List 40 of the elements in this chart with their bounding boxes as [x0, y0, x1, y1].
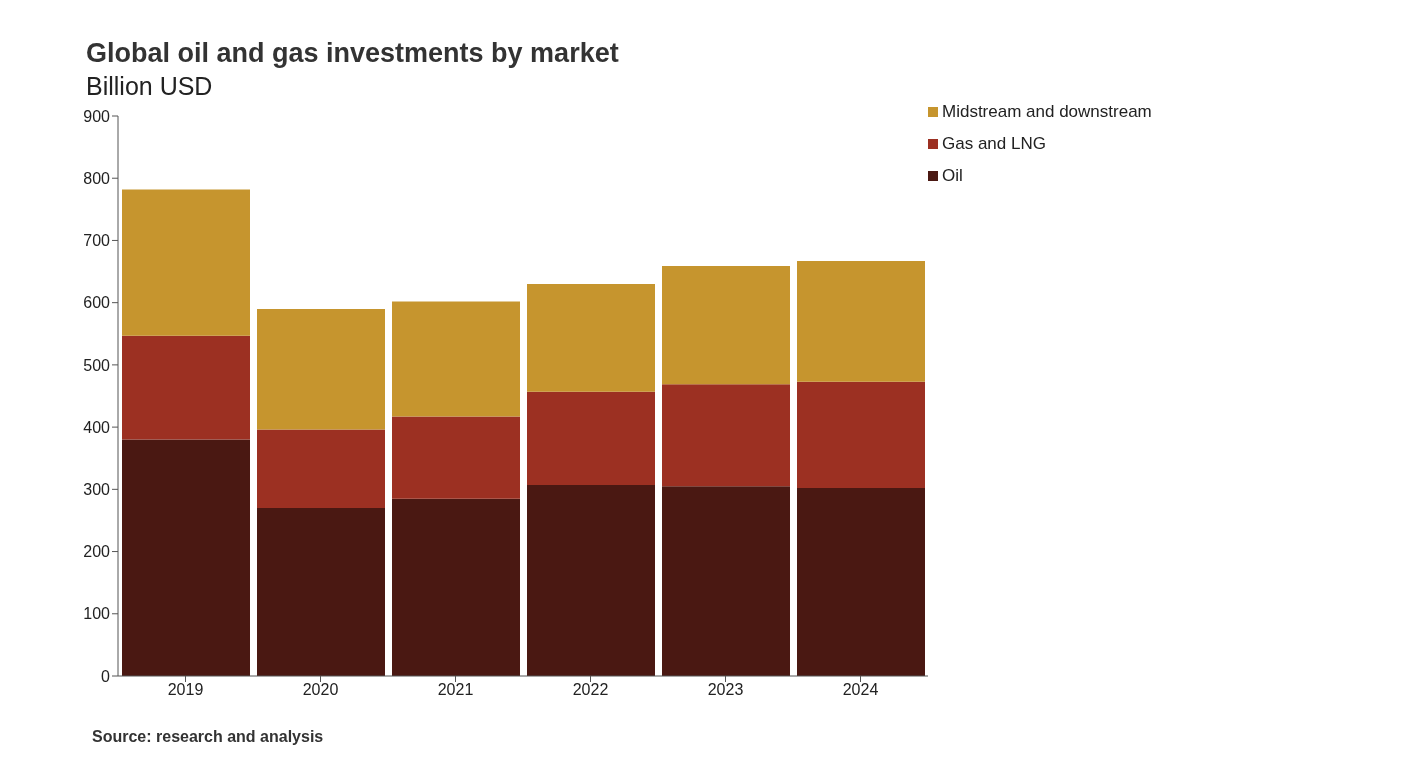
x-tick-label: 2021: [437, 681, 474, 699]
y-tick-label: 300: [83, 481, 111, 499]
source-note: Source: research and analysis: [92, 728, 324, 746]
bar: [527, 284, 655, 392]
x-tick-label: 2024: [842, 681, 879, 699]
y-tick-label: 200: [83, 543, 111, 561]
chart-subtitle: Billion USD: [86, 72, 213, 101]
bar: [122, 189, 250, 336]
bar: [392, 301, 520, 417]
y-tick-label: 800: [83, 169, 111, 187]
y-tick-label: 700: [83, 232, 111, 250]
bar: [797, 260, 925, 382]
y-tick-label: 100: [83, 605, 111, 623]
x-tick-label: 2019: [167, 681, 204, 699]
legend-label: Midstream and downstream: [942, 101, 1152, 123]
bar: [797, 381, 925, 489]
bar: [257, 429, 385, 508]
bar: [257, 308, 385, 430]
y-tick-label: 400: [83, 418, 111, 436]
x-tick-label: 2022: [572, 681, 609, 699]
x-tick-label: 2023: [707, 681, 744, 699]
bar: [392, 498, 520, 676]
bar: [662, 265, 790, 385]
y-tick-label: 600: [83, 294, 111, 312]
bar: [122, 335, 250, 440]
legend-label: Gas and LNG: [942, 133, 1046, 155]
bar: [527, 391, 655, 485]
legend-label: Oil: [942, 165, 963, 187]
y-tick-label: 0: [101, 667, 111, 685]
chart-title: Global oil and gas investments by market: [86, 38, 619, 69]
y-tick-label: 500: [83, 356, 111, 374]
y-tick-label: 900: [83, 107, 111, 125]
bar: [797, 488, 925, 676]
bar: [662, 384, 790, 487]
bar: [122, 439, 250, 676]
bar: [392, 416, 520, 499]
bar: [527, 484, 655, 676]
x-tick-label: 2020: [302, 681, 339, 699]
bar: [257, 508, 385, 676]
bar: [662, 486, 790, 676]
